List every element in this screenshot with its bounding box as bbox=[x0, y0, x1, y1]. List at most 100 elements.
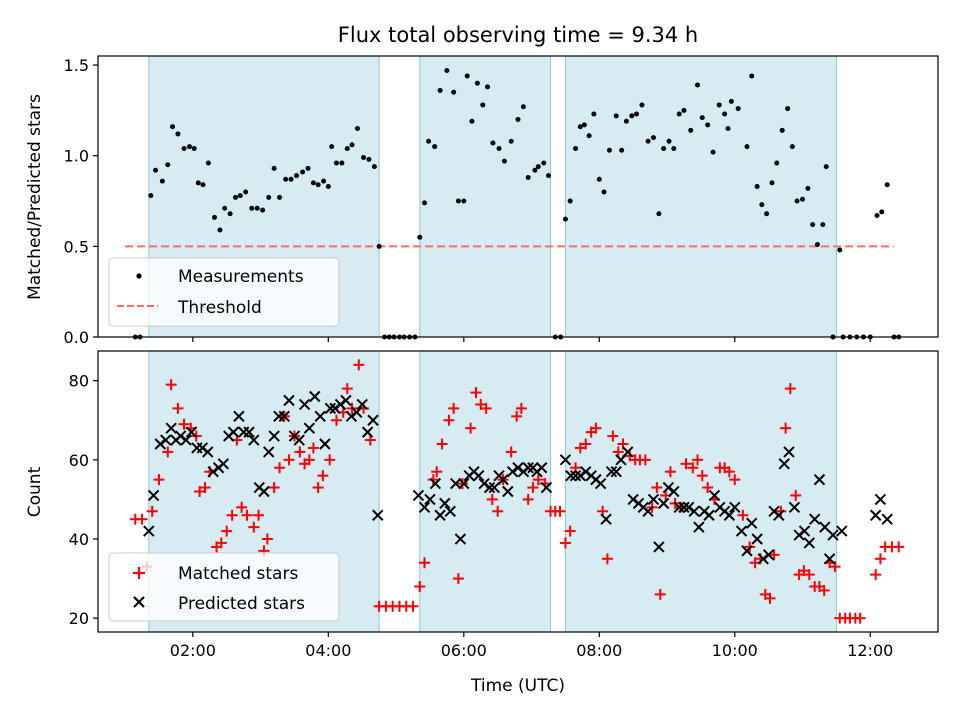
measurement-point bbox=[254, 205, 260, 211]
measurement-point bbox=[200, 182, 206, 188]
measurement-point bbox=[271, 165, 277, 171]
predicted-star-point bbox=[488, 481, 500, 494]
measurement-point bbox=[310, 180, 316, 186]
top-panel-frame bbox=[97, 55, 939, 338]
predicted-star-point bbox=[723, 509, 736, 521]
predicted-star-point bbox=[160, 434, 172, 446]
observing-window bbox=[419, 55, 552, 338]
measurement-point bbox=[716, 102, 722, 108]
measurement-point bbox=[735, 106, 741, 112]
measurement-point bbox=[545, 173, 551, 179]
predicted-star-point bbox=[154, 438, 167, 450]
legend-predicted-marker bbox=[133, 596, 145, 608]
predicted-star-point bbox=[185, 426, 198, 438]
measurement-point bbox=[464, 73, 470, 79]
matched-star-point bbox=[353, 359, 365, 371]
matched-star-point bbox=[414, 580, 426, 592]
matched-star-point bbox=[874, 553, 886, 565]
measurement-point bbox=[339, 160, 345, 166]
predicted-star-point bbox=[869, 509, 882, 521]
predicted-star-point bbox=[283, 394, 295, 407]
predicted-star-point bbox=[298, 398, 311, 411]
measurement-point bbox=[181, 145, 187, 151]
measurement-point bbox=[581, 122, 587, 128]
matched-star-point bbox=[486, 493, 498, 505]
matched-star-point bbox=[639, 454, 651, 466]
measurement-point bbox=[573, 145, 579, 151]
predicted-star-point bbox=[434, 509, 446, 521]
measurement-point bbox=[300, 169, 306, 175]
measurement-point bbox=[474, 80, 480, 86]
measurement-point bbox=[148, 193, 154, 199]
matched-star-point bbox=[559, 537, 571, 549]
y-tick-label: 40 bbox=[69, 530, 89, 549]
predicted-star-point bbox=[662, 481, 675, 494]
matched-star-point bbox=[312, 482, 324, 494]
matched-star-point bbox=[294, 446, 306, 458]
predicted-star-point bbox=[580, 466, 592, 478]
measurement-point bbox=[789, 144, 795, 150]
matched-star-point bbox=[680, 458, 692, 470]
predicted-star-point bbox=[444, 505, 456, 517]
predicted-star-point bbox=[559, 454, 572, 466]
y-tick-label: 1.5 bbox=[64, 56, 89, 75]
matched-star-point bbox=[803, 569, 815, 581]
predicted-star-point bbox=[746, 517, 758, 529]
measurement-point bbox=[212, 214, 218, 220]
measurement-point bbox=[344, 145, 350, 151]
predicted-star-point bbox=[506, 466, 519, 478]
measurement-point bbox=[461, 198, 467, 204]
matched-star-point bbox=[607, 430, 619, 442]
measurement-point bbox=[205, 160, 211, 166]
predicted-star-point bbox=[605, 466, 618, 478]
predicted-star-point bbox=[565, 469, 577, 482]
measurement-point bbox=[623, 118, 629, 124]
y-tick-label: 0.0 bbox=[64, 328, 89, 347]
predicted-star-point bbox=[412, 489, 425, 502]
measurement-point bbox=[596, 176, 602, 182]
predicted-star-point bbox=[429, 477, 442, 490]
matched-star-point bbox=[407, 600, 419, 612]
measurement-point bbox=[884, 182, 890, 188]
matched-star-point bbox=[790, 489, 802, 501]
measurement-point bbox=[699, 115, 705, 121]
predicted-star-point bbox=[600, 513, 612, 525]
measurement-point bbox=[710, 149, 716, 155]
x-tick-label: 10:00 bbox=[712, 641, 758, 660]
top-legend: Measurements Threshold bbox=[108, 257, 340, 327]
matched-star-point bbox=[307, 442, 319, 454]
measurement-point bbox=[591, 111, 597, 117]
legend-matched-label: Matched stars bbox=[178, 564, 298, 584]
matched-star-point bbox=[696, 470, 708, 482]
predicted-star-point bbox=[263, 446, 275, 458]
measurement-point bbox=[288, 176, 294, 182]
legend-threshold-label: Threshold bbox=[177, 298, 262, 318]
observing-window bbox=[564, 55, 837, 338]
predicted-star-point bbox=[627, 493, 639, 506]
predicted-star-point bbox=[248, 434, 260, 446]
matched-star-point bbox=[443, 414, 455, 426]
measurement-point bbox=[634, 111, 640, 117]
measurement-point bbox=[606, 147, 612, 153]
predicted-star-point bbox=[449, 477, 462, 490]
measurement-point bbox=[705, 122, 711, 128]
matched-star-point bbox=[268, 482, 280, 494]
measurement-point bbox=[661, 145, 667, 151]
matched-star-point bbox=[172, 402, 184, 414]
matched-star-point bbox=[784, 383, 796, 395]
measurement-point bbox=[444, 68, 450, 74]
matched-star-point bbox=[505, 446, 517, 458]
predicted-star-point bbox=[314, 410, 326, 423]
matched-star-point bbox=[317, 470, 329, 482]
predicted-star-point bbox=[827, 529, 839, 541]
predicted-star-point bbox=[324, 402, 337, 415]
measurement-point bbox=[613, 113, 619, 119]
predicted-star-point bbox=[708, 489, 721, 502]
measurement-point bbox=[650, 135, 656, 141]
bottom-y-axis-label: Count bbox=[25, 466, 45, 517]
top-y-axis-label: Matched/Predicted stars bbox=[25, 94, 45, 300]
measurement-point bbox=[490, 140, 496, 146]
predicted-star-point bbox=[478, 477, 490, 490]
predicted-star-point bbox=[227, 426, 240, 438]
